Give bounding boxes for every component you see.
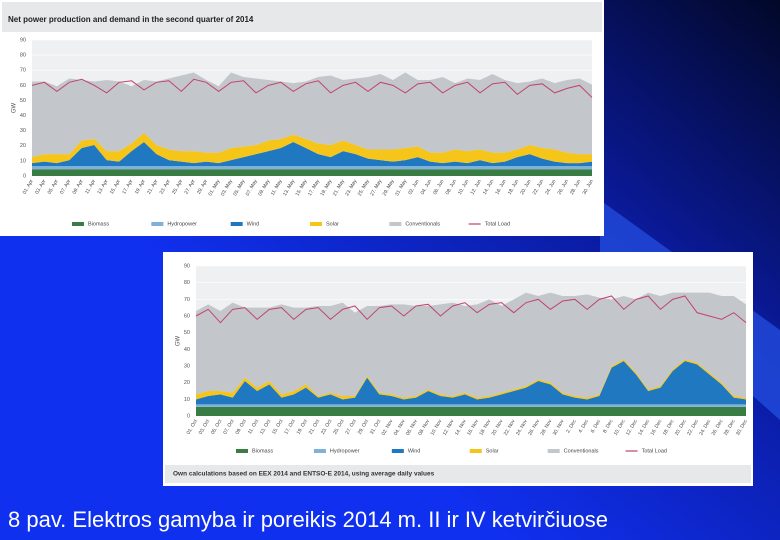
legend-label: Wind <box>247 221 260 227</box>
area <box>32 169 592 176</box>
load-line <box>31 78 593 98</box>
y-tick-label: 0 <box>23 173 26 179</box>
legend-label: Biomass <box>252 448 273 454</box>
load-line <box>195 295 747 324</box>
y-tick-label: 70 <box>184 297 190 303</box>
y-tick-label: 50 <box>20 98 26 104</box>
y-tick-label: 80 <box>184 280 190 286</box>
title-bar <box>2 2 602 32</box>
caption: 8 pav. Elektros gamyba ir poreikis 2014 … <box>8 507 608 532</box>
legend-label: Biomass <box>88 221 109 227</box>
area <box>32 166 592 170</box>
note-bar <box>165 465 751 483</box>
y-tick-label: 60 <box>20 83 26 89</box>
y-tick-label: 50 <box>184 330 190 336</box>
area <box>32 72 592 158</box>
area <box>196 404 746 407</box>
y-tick-label: 20 <box>184 380 190 386</box>
legend-label: Solar <box>486 448 499 454</box>
legend-label: Hydropower <box>330 448 360 454</box>
area <box>196 361 746 405</box>
y-tick-label: 40 <box>20 113 26 119</box>
legend-swatch <box>310 222 322 226</box>
y-tick-label: 90 <box>20 37 26 43</box>
area <box>32 142 592 167</box>
chart-title: Net power production and demand in the s… <box>8 15 254 24</box>
y-tick-label: 10 <box>20 158 26 164</box>
area <box>196 406 746 416</box>
y-tick-label: 10 <box>184 397 190 403</box>
y-tick-label: 70 <box>20 68 26 74</box>
y-tick-label: 20 <box>20 143 26 149</box>
legend-label: Wind <box>408 448 421 454</box>
y-tick-label: 30 <box>20 128 26 134</box>
legend-swatch <box>151 222 164 226</box>
y-tick-label: 40 <box>184 347 190 353</box>
source-note: Own calculations based on EEX 2014 and E… <box>173 471 435 478</box>
legend-label: Solar <box>326 221 339 227</box>
legend-swatch <box>547 449 560 453</box>
y-tick-label: 80 <box>20 53 26 59</box>
y-tick-label: 90 <box>184 263 190 269</box>
legend-label: Total Load <box>485 221 510 227</box>
legend-swatch <box>469 449 482 453</box>
y-tick-label: 0 <box>187 413 190 419</box>
legend-swatch <box>391 449 404 453</box>
legend-swatch <box>230 222 243 226</box>
y-tick-label: 30 <box>184 363 190 369</box>
legend-swatch <box>313 449 326 453</box>
y-tick-label: 60 <box>184 313 190 319</box>
area <box>32 132 592 164</box>
y-axis-label: GW <box>176 336 182 347</box>
legend-label: Conventionals <box>564 448 599 454</box>
legend-label: Conventionals <box>405 221 440 227</box>
legend-swatch <box>389 222 402 226</box>
legend-label: Hydropower <box>167 221 197 227</box>
y-axis-label: GW <box>12 103 18 114</box>
legend-swatch <box>236 449 248 453</box>
legend-label: Total Load <box>642 448 667 454</box>
legend-swatch <box>72 222 84 226</box>
area <box>196 292 746 398</box>
